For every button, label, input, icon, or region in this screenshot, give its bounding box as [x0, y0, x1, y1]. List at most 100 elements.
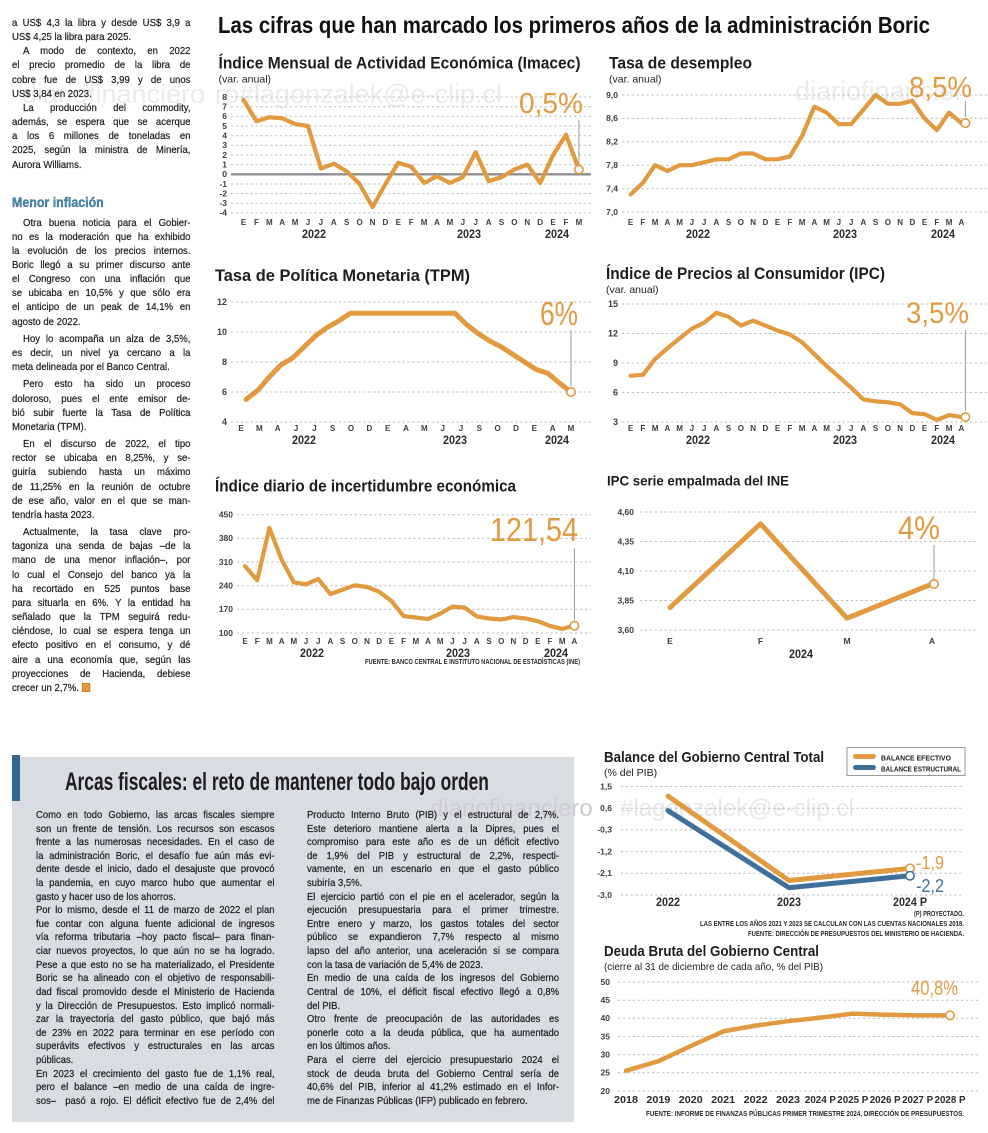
- svg-text:F: F: [548, 637, 553, 646]
- svg-text:S: S: [499, 218, 505, 227]
- svg-text:O: O: [352, 637, 358, 646]
- svg-text:2025 P: 2025 P: [837, 1095, 868, 1106]
- svg-text:S: S: [726, 218, 732, 227]
- svg-text:M: M: [266, 218, 273, 227]
- svg-text:J: J: [849, 424, 853, 433]
- svg-text:170: 170: [219, 604, 233, 614]
- svg-text:A: A: [958, 424, 964, 433]
- svg-text:6%: 6%: [540, 295, 578, 332]
- svg-text:4,60: 4,60: [617, 507, 634, 517]
- svg-text:M: M: [292, 218, 299, 227]
- svg-text:F: F: [564, 218, 569, 227]
- svg-text:A: A: [860, 424, 866, 433]
- svg-text:D: D: [909, 218, 915, 227]
- svg-text:diariofinanciero: diariofinanciero: [430, 795, 593, 822]
- svg-text:A: A: [486, 218, 492, 227]
- svg-text:M: M: [676, 424, 683, 433]
- svg-text:2022: 2022: [686, 433, 710, 447]
- svg-text:-3: -3: [219, 198, 227, 208]
- svg-text:Deuda Bruta del Gobierno Centr: Deuda Bruta del Gobierno Central: [604, 943, 819, 960]
- svg-text:25: 25: [601, 1068, 611, 1078]
- svg-text:2019: 2019: [646, 1095, 670, 1106]
- svg-text:BALANCE ESTRUCTURAL: BALANCE ESTRUCTURAL: [881, 765, 961, 774]
- svg-text:BALANCE EFECTIVO: BALANCE EFECTIVO: [881, 754, 951, 763]
- svg-text:0,5%: 0,5%: [519, 88, 583, 120]
- svg-text:2028 P: 2028 P: [935, 1095, 966, 1106]
- svg-text:ro#lagonzalek@e-clip.cl: ro#lagonzalek@e-clip.cl: [215, 79, 502, 109]
- svg-text:(P) PROYECTADO.: (P) PROYECTADO.: [914, 911, 964, 918]
- svg-text:6: 6: [613, 387, 618, 397]
- svg-text:F: F: [254, 218, 259, 227]
- svg-text:Tasa de desempleo: Tasa de desempleo: [609, 55, 752, 73]
- svg-text:2023: 2023: [776, 1095, 800, 1106]
- svg-text:J: J: [473, 218, 477, 227]
- svg-text:(var. anual): (var. anual): [609, 74, 662, 86]
- svg-text:E: E: [238, 424, 244, 433]
- svg-text:F: F: [787, 424, 792, 433]
- svg-text:D: D: [762, 218, 768, 227]
- svg-text:N: N: [897, 424, 903, 433]
- svg-text:E: E: [550, 218, 556, 227]
- svg-text:J: J: [319, 218, 323, 227]
- svg-text:380: 380: [219, 533, 233, 543]
- svg-text:-3,0: -3,0: [597, 890, 612, 900]
- svg-text:-2,2: -2,2: [916, 876, 944, 896]
- svg-text:F: F: [787, 218, 792, 227]
- svg-text:-1: -1: [219, 179, 227, 189]
- svg-text:J: J: [304, 637, 308, 646]
- svg-text:D: D: [909, 424, 915, 433]
- svg-text:M: M: [799, 424, 806, 433]
- svg-text:J: J: [837, 218, 841, 227]
- svg-text:7,4: 7,4: [606, 183, 618, 193]
- svg-text:Tasa de Política Monetaria (TP: Tasa de Política Monetaria (TPM): [215, 267, 470, 285]
- svg-text:N: N: [897, 218, 903, 227]
- svg-text:-0,3: -0,3: [597, 825, 612, 835]
- svg-text:-2,1: -2,1: [597, 868, 612, 878]
- svg-text:N: N: [370, 218, 376, 227]
- svg-text:S: S: [726, 424, 732, 433]
- svg-text:A: A: [403, 424, 409, 433]
- svg-text:E: E: [775, 218, 781, 227]
- svg-text:A: A: [279, 218, 285, 227]
- svg-text:M: M: [946, 424, 953, 433]
- svg-text:S: S: [330, 424, 336, 433]
- svg-text:2024: 2024: [545, 433, 569, 447]
- svg-text:-1,9: -1,9: [916, 853, 944, 873]
- svg-text:IPC serie empalmada del INE: IPC serie empalmada del INE: [607, 473, 789, 489]
- svg-text:2024: 2024: [789, 647, 813, 661]
- svg-text:J: J: [837, 424, 841, 433]
- svg-text:FUENTE: DIRECCIÓN DE PRESUPUES: FUENTE: DIRECCIÓN DE PRESUPUESTOS DEL MI…: [748, 929, 964, 938]
- svg-text:A: A: [860, 218, 866, 227]
- svg-text:M: M: [946, 218, 953, 227]
- svg-text:#lagonzalek@e-clip.cl: #lagonzalek@e-clip.cl: [620, 795, 854, 822]
- svg-text:O: O: [356, 218, 362, 227]
- svg-text:8,6: 8,6: [606, 113, 618, 123]
- svg-text:-2: -2: [219, 188, 227, 198]
- svg-text:E: E: [532, 424, 538, 433]
- svg-text:O: O: [738, 218, 744, 227]
- svg-text:F: F: [640, 424, 645, 433]
- svg-text:M: M: [676, 218, 683, 227]
- svg-text:O: O: [885, 218, 891, 227]
- svg-text:1,5: 1,5: [600, 781, 612, 791]
- svg-text:D: D: [383, 218, 389, 227]
- svg-text:E: E: [389, 637, 395, 646]
- svg-text:D: D: [762, 424, 768, 433]
- svg-text:E: E: [535, 637, 541, 646]
- svg-text:M: M: [421, 218, 428, 227]
- svg-text:A: A: [958, 218, 964, 227]
- svg-text:(% del PIB): (% del PIB): [604, 767, 657, 779]
- svg-text:A: A: [572, 637, 578, 646]
- svg-text:N: N: [750, 218, 756, 227]
- svg-text:M: M: [256, 424, 263, 433]
- svg-text:4%: 4%: [898, 510, 940, 546]
- svg-text:E: E: [242, 637, 248, 646]
- svg-text:J: J: [690, 424, 694, 433]
- svg-text:diariofinancier: diariofinancier: [795, 76, 963, 106]
- svg-text:J: J: [461, 218, 465, 227]
- svg-text:(cierre al 31 de diciembre de: (cierre al 31 de diciembre de cada año, …: [604, 961, 823, 973]
- svg-text:12: 12: [608, 328, 618, 338]
- svg-text:2023: 2023: [833, 433, 857, 447]
- svg-text:A: A: [664, 424, 670, 433]
- svg-text:4: 4: [222, 417, 227, 427]
